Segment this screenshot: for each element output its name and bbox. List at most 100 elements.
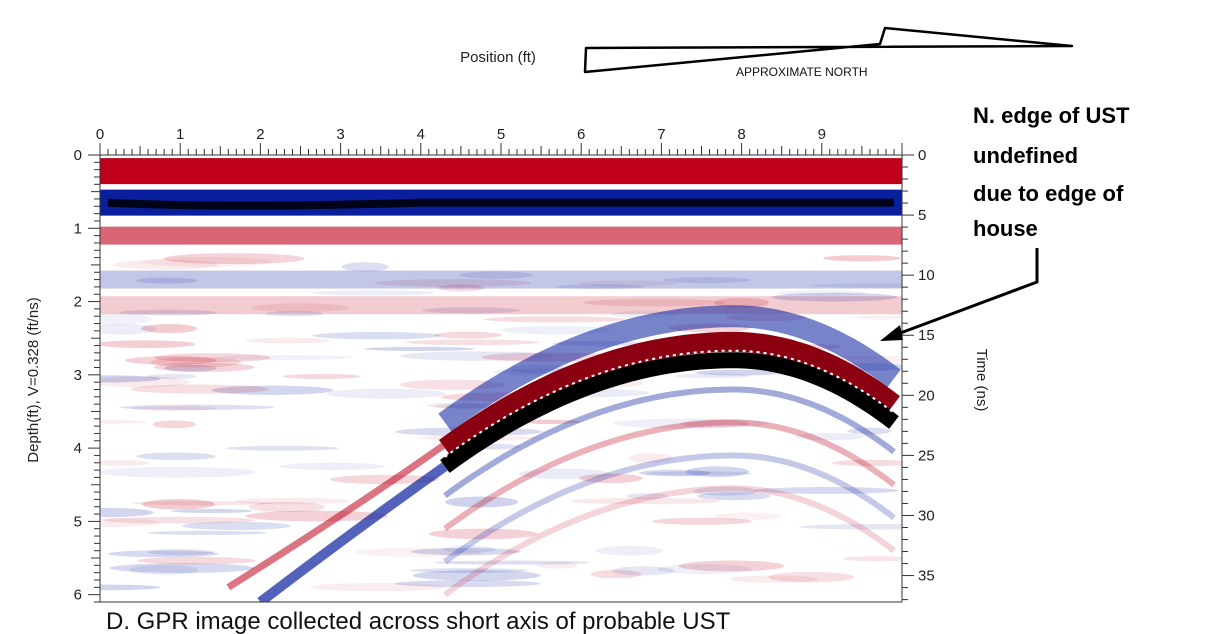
secondary-reflection <box>443 386 896 499</box>
x-tick-label: 6 <box>577 126 585 143</box>
noise-stripe <box>129 564 199 575</box>
noise-stripe <box>329 474 440 485</box>
right-y-tick-label: 30 <box>918 507 935 524</box>
noise-stripe <box>130 406 217 411</box>
noise-stripe <box>129 384 269 394</box>
left-y-tick-label: 0 <box>74 147 82 164</box>
right-y-tick-label: 20 <box>918 387 935 404</box>
noise-stripe <box>100 340 196 349</box>
x-tick-label: 7 <box>657 126 665 143</box>
noise-stripe <box>536 562 579 569</box>
noise-stripe <box>822 255 901 262</box>
noise-stripe <box>400 351 555 361</box>
right-y-tick-label: 15 <box>918 327 935 344</box>
noise-stripe <box>674 373 750 379</box>
annotation-arrow <box>886 248 1039 340</box>
left-y-axis-label: Depth(ft), V=0.328 (ft/ns) <box>25 297 42 463</box>
right-y-tick-label: 0 <box>918 147 926 164</box>
annotation-line-3: due to edge of <box>973 181 1124 206</box>
noise-stripe <box>570 497 721 505</box>
noise-stripe <box>501 325 612 335</box>
noise-stripe <box>100 419 148 424</box>
noise-stripe <box>577 280 678 287</box>
noise-stripe <box>150 357 242 368</box>
noise-stripe <box>729 575 819 583</box>
noise-stripe <box>100 584 161 591</box>
right-y-tick-label: 35 <box>918 568 935 585</box>
noise-stripe <box>182 521 291 530</box>
noise-stripe <box>100 323 158 335</box>
noise-stripe <box>211 385 334 395</box>
noise-stripe <box>130 501 274 506</box>
noise-stripe <box>279 462 386 471</box>
noise-stripe <box>326 388 446 399</box>
x-tick-label: 5 <box>497 126 505 143</box>
noise-stripe <box>459 271 533 279</box>
noise-stripe <box>119 404 275 410</box>
noise-stripe <box>282 373 361 380</box>
noise-stripe <box>146 373 197 379</box>
noise-stripe <box>428 528 538 540</box>
noise-stripe <box>311 290 434 296</box>
noise-stripe <box>309 582 448 592</box>
noise-stripe <box>798 524 902 530</box>
noise-stripe <box>341 262 389 272</box>
hyperbola-tail <box>257 462 448 602</box>
reflection-band <box>100 158 902 185</box>
right-y-axis-label: Time (ns) <box>973 349 990 412</box>
noise-stripe <box>638 469 712 477</box>
noise-stripe <box>312 331 441 340</box>
noise-stripe <box>810 283 902 288</box>
noise-stripe <box>100 459 151 466</box>
right-y-tick-label: 25 <box>918 447 935 464</box>
noise-stripe <box>445 496 518 508</box>
direct-wave-core <box>107 198 894 210</box>
noise-stripe <box>693 486 758 496</box>
left-y-axis: 0 1 2 3 4 5 6 <box>74 147 100 604</box>
noise-stripe <box>438 284 485 292</box>
noise-stripe <box>590 569 642 579</box>
noise-stripe <box>142 498 216 510</box>
noise-stripe <box>100 518 160 528</box>
noise-stripe <box>100 313 153 325</box>
noise-stripe <box>100 466 256 478</box>
noise-stripe <box>152 420 197 429</box>
reflection-band <box>100 270 902 289</box>
reflection-band <box>100 226 902 245</box>
noise-stripe <box>695 369 783 376</box>
annotation-line-2: undefined <box>973 143 1078 168</box>
noise-stripe <box>146 530 268 535</box>
noise-stripe <box>109 563 255 573</box>
noise-stripe <box>847 427 892 435</box>
noise-stripe <box>434 331 502 339</box>
x-tick-label: 1 <box>176 126 184 143</box>
noise-stripe <box>251 303 349 313</box>
noise-stripe <box>518 419 581 425</box>
x-axis-label: Position (ft) <box>460 49 536 66</box>
noise-stripe <box>265 311 324 317</box>
noise-stripe <box>771 292 898 302</box>
noise-stripe <box>657 564 752 575</box>
noise-stripe <box>405 339 540 346</box>
noise-stripe <box>680 419 750 428</box>
noise-stripe <box>613 418 768 429</box>
noise-stripe <box>433 560 590 565</box>
noise-stripe <box>410 547 522 556</box>
hyperbola-edge <box>444 349 895 458</box>
noise-stripe <box>248 501 326 513</box>
x-axis: 0 1 2 3 4 5 6 7 8 9 <box>96 126 903 155</box>
noise-stripe <box>854 315 902 320</box>
x-tick-label: 8 <box>737 126 745 143</box>
hyperbola-core <box>440 352 899 473</box>
noise-stripe <box>153 362 255 372</box>
x-tick-label: 9 <box>818 126 826 143</box>
noise-stripe <box>768 571 855 583</box>
north-arrow-icon <box>583 26 1074 74</box>
figure-caption: D. GPR image collected across short axis… <box>106 608 731 634</box>
noise-stripe <box>628 453 674 463</box>
noise-stripe <box>625 493 668 499</box>
noise-stripe <box>483 316 625 323</box>
noise-stripe <box>686 466 749 478</box>
noise-stripe <box>412 570 541 581</box>
